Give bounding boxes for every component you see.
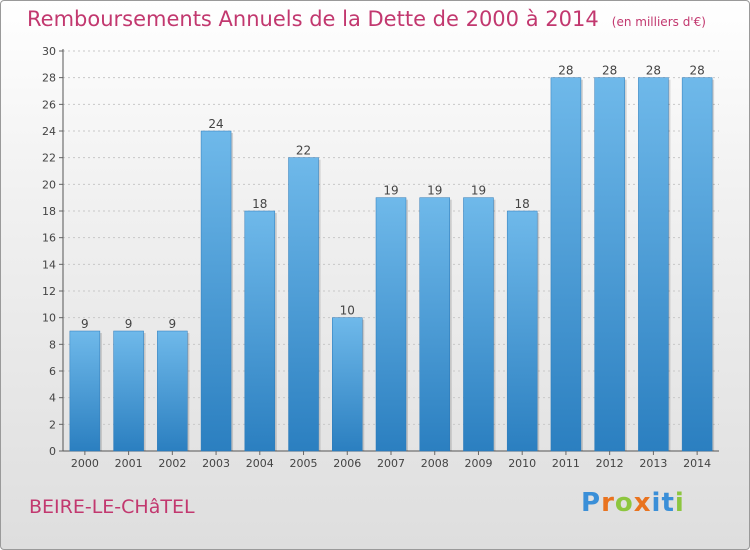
bar [113, 330, 144, 452]
bar [419, 197, 450, 452]
bar [550, 77, 582, 452]
data-label: 19 [471, 184, 486, 198]
chart-title: Remboursements Annuels de la Dette de 20… [27, 7, 706, 31]
data-label: 19 [427, 184, 442, 198]
data-label: 19 [383, 184, 398, 198]
y-tick-label: 26 [42, 98, 56, 111]
x-tick-label: 2004 [246, 457, 274, 470]
bar [638, 77, 669, 452]
x-tick-label: 2002 [158, 457, 186, 470]
x-tick-label: 2011 [552, 457, 580, 470]
x-tick-label: 2006 [333, 457, 361, 470]
data-label: 9 [81, 317, 89, 331]
x-tick-label: 2001 [115, 457, 143, 470]
y-tick-label: 12 [42, 285, 56, 298]
x-tick-label: 2007 [377, 457, 405, 470]
data-label: 9 [125, 317, 133, 331]
y-tick-label: 28 [42, 72, 56, 85]
data-label: 22 [296, 144, 311, 158]
chart-title-main: Remboursements Annuels de la Dette de 20… [27, 7, 599, 31]
bar [681, 77, 713, 452]
y-tick-label: 16 [42, 232, 56, 245]
bar [200, 130, 232, 452]
y-tick-label: 2 [49, 418, 56, 431]
logo-letter: t [661, 488, 675, 518]
x-tick-label: 2008 [421, 457, 449, 470]
data-label: 28 [689, 64, 704, 78]
y-tick-label: 6 [49, 365, 56, 378]
logo-letter: x [633, 488, 652, 518]
data-label: 24 [208, 117, 223, 131]
y-tick-label: 20 [42, 178, 56, 191]
chart-title-unit: (en milliers d'€) [611, 15, 706, 29]
logo-letter: P [581, 488, 602, 518]
data-label: 10 [340, 304, 355, 318]
bar [594, 77, 625, 452]
x-tick-label: 2000 [71, 457, 99, 470]
data-label: 9 [169, 317, 177, 331]
x-tick-label: 2013 [639, 457, 667, 470]
x-tick-label: 2003 [202, 457, 230, 470]
y-tick-label: 30 [42, 45, 56, 58]
data-label: 18 [515, 197, 530, 211]
commune-name: BEIRE-LE-CHâTEL [29, 496, 195, 518]
logo-letter: r [601, 488, 615, 518]
bar [375, 197, 407, 452]
y-tick-label: 8 [49, 338, 56, 351]
bar [244, 210, 276, 452]
bar [288, 157, 319, 452]
logo-letter: o [614, 488, 634, 518]
x-tick-label: 2010 [508, 457, 536, 470]
bar [157, 330, 188, 452]
proxiti-logo: Proxiti [581, 488, 685, 518]
y-tick-label: 4 [49, 392, 56, 405]
logo-letter: i [674, 488, 685, 518]
x-tick-label: 2012 [596, 457, 624, 470]
y-tick-label: 24 [42, 125, 56, 138]
bar [332, 317, 363, 452]
bar [463, 197, 494, 452]
y-tick-label: 22 [42, 152, 56, 165]
x-tick-label: 2009 [464, 457, 492, 470]
data-label: 28 [558, 64, 573, 78]
y-tick-label: 0 [49, 445, 56, 458]
y-tick-label: 18 [42, 205, 56, 218]
y-tick-label: 10 [42, 312, 56, 325]
data-label: 28 [646, 64, 661, 78]
data-label: 28 [602, 64, 617, 78]
bar [69, 330, 101, 452]
bar [506, 210, 538, 452]
data-label: 18 [252, 197, 267, 211]
x-tick-label: 2014 [683, 457, 711, 470]
y-tick-label: 14 [42, 258, 56, 271]
logo-letter: i [651, 488, 662, 518]
x-tick-label: 2005 [290, 457, 318, 470]
